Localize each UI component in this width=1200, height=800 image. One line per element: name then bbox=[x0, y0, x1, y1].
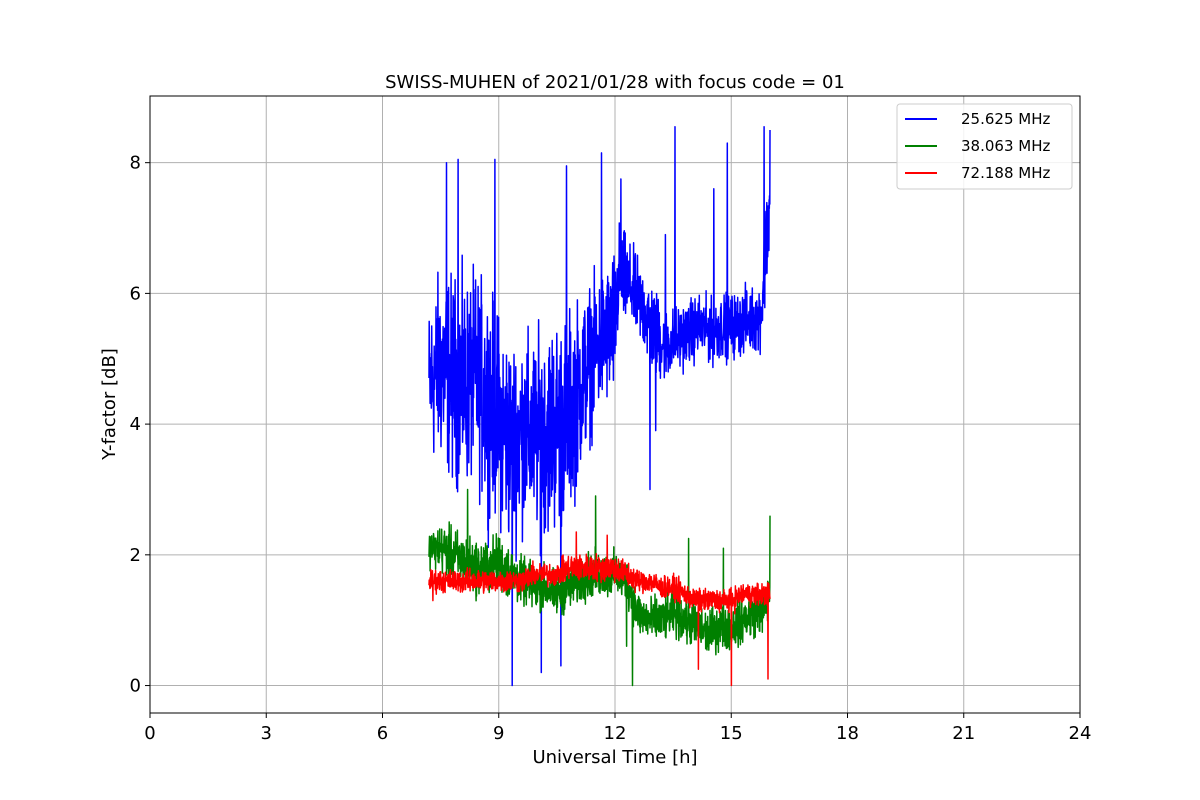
series-line-1 bbox=[428, 488, 771, 687]
x-axis: 0 3 6 9 12 15 18 21 24 bbox=[144, 713, 1091, 744]
y-tick-label: 4 bbox=[130, 414, 141, 435]
x-tick-label: 24 bbox=[1069, 723, 1092, 744]
x-tick-label: 18 bbox=[836, 723, 859, 744]
plot-area bbox=[428, 125, 771, 687]
x-tick-label: 12 bbox=[604, 723, 627, 744]
series-line-2 bbox=[428, 531, 771, 687]
y-tick-label: 2 bbox=[130, 545, 141, 566]
x-tick-label: 3 bbox=[261, 723, 272, 744]
x-axis-label: Universal Time [h] bbox=[532, 747, 697, 768]
x-tick-label: 15 bbox=[720, 723, 743, 744]
x-tick-label: 6 bbox=[377, 723, 388, 744]
x-tick-label: 21 bbox=[952, 723, 975, 744]
legend-box bbox=[896, 103, 1073, 190]
y-axis-label: Y-factor [dB] bbox=[99, 348, 120, 461]
y-tick-label: 8 bbox=[130, 153, 141, 174]
x-tick-label: 9 bbox=[493, 723, 504, 744]
legend-label: 38.063 MHz bbox=[961, 137, 1050, 155]
legend-label: 25.625 MHz bbox=[961, 110, 1050, 128]
y-tick-label: 0 bbox=[130, 676, 141, 697]
legend: 25.625 MHz 38.063 MHz 72.188 MHz bbox=[896, 103, 1073, 190]
chart-title: SWISS-MUHEN of 2021/01/28 with focus cod… bbox=[385, 72, 845, 93]
series-line-0 bbox=[428, 125, 771, 687]
y-tick-label: 6 bbox=[130, 283, 141, 304]
y-axis: 0 2 4 6 8 bbox=[130, 153, 150, 697]
x-tick-label: 0 bbox=[144, 723, 155, 744]
legend-label: 72.188 MHz bbox=[961, 164, 1050, 182]
